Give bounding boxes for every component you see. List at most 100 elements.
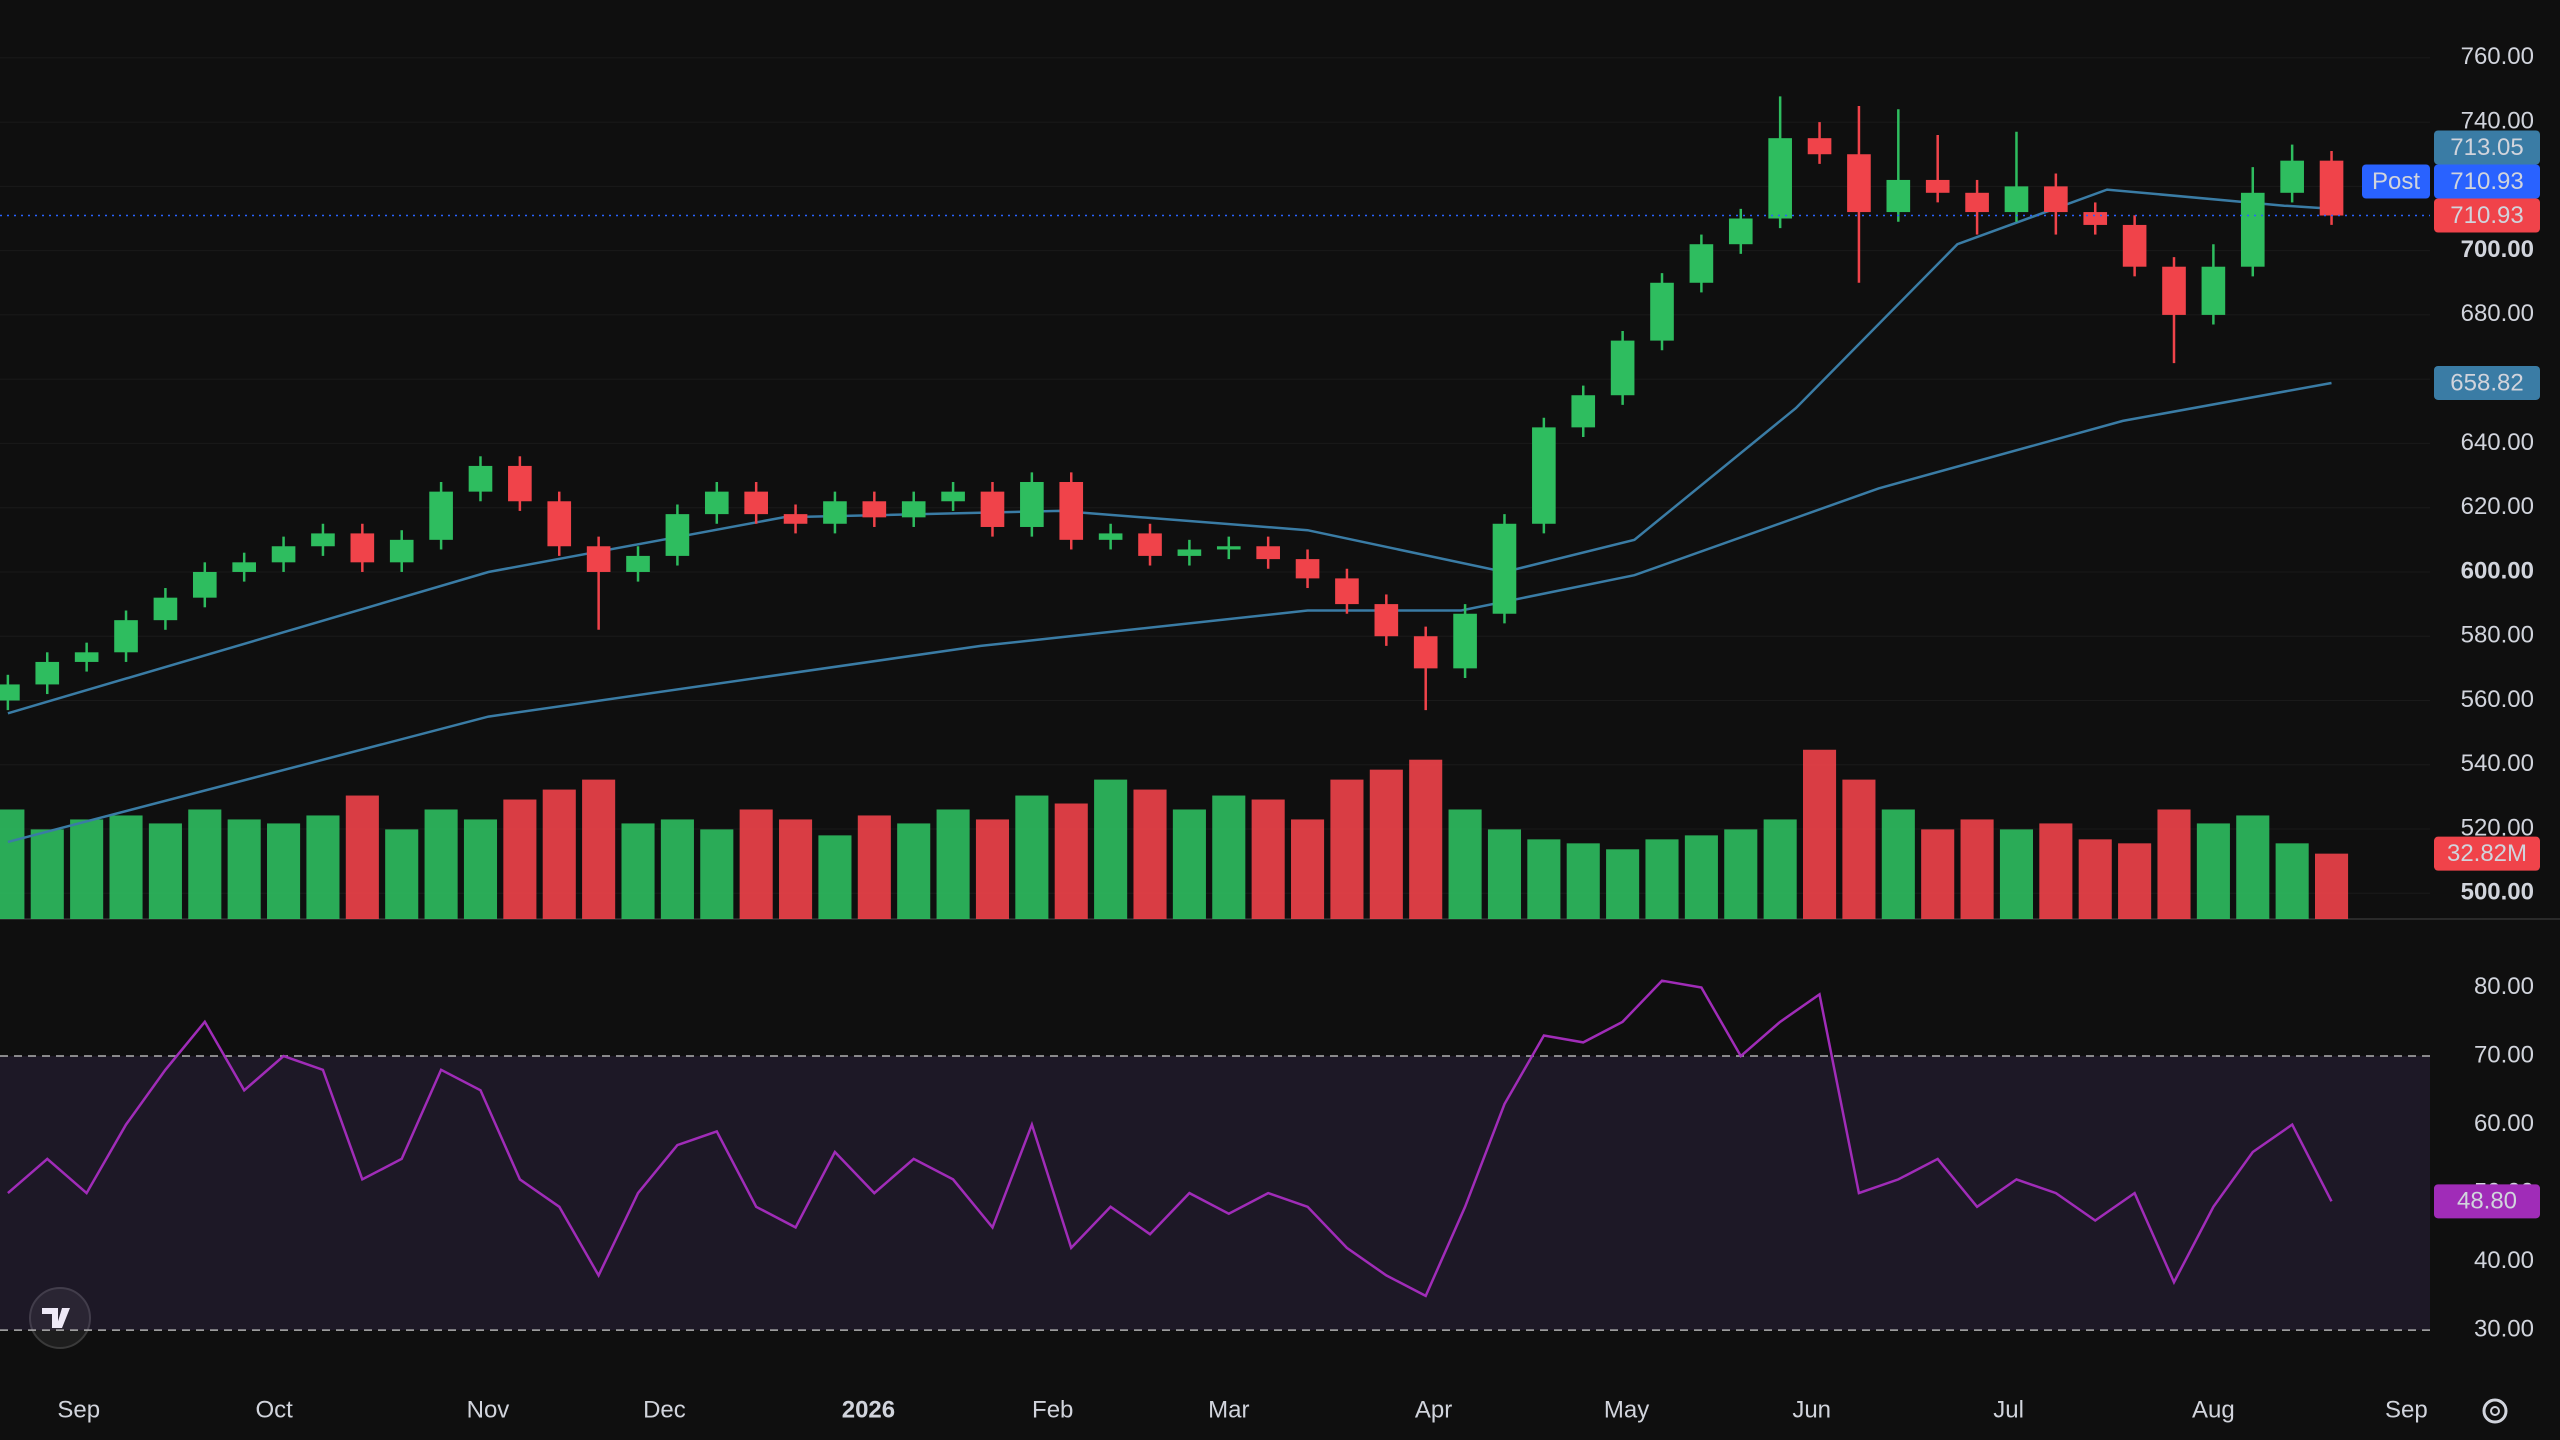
- last-price-label-box: [2434, 198, 2540, 233]
- candle-body: [2201, 266, 2226, 315]
- candle-body: [901, 501, 926, 518]
- volume-bar: [1409, 759, 1443, 919]
- volume-bar: [70, 819, 104, 919]
- candle-body: [508, 465, 532, 502]
- candle-body: [1886, 179, 1911, 213]
- x-tick-label: Nov: [467, 1396, 510, 1423]
- candle-body: [1374, 604, 1399, 637]
- candle-body: [1847, 154, 1871, 213]
- candle-body: [1059, 481, 1084, 540]
- volume-bar: [1566, 843, 1600, 919]
- volume-bar: [739, 809, 773, 919]
- y-tick-label: 700.00: [2461, 236, 2534, 263]
- rsi-tick-label: 80.00: [2474, 973, 2534, 1000]
- y-tick-label: 760.00: [2461, 43, 2534, 70]
- candle-body: [704, 491, 729, 515]
- candle-body: [1138, 533, 1162, 556]
- volume-bar: [1842, 779, 1876, 919]
- candle-body: [1177, 549, 1202, 556]
- volume-bar: [345, 795, 379, 919]
- volume-bar: [1606, 849, 1640, 919]
- volume-bar: [2078, 839, 2112, 919]
- volume-label-box: [2434, 836, 2540, 871]
- volume-bar: [1960, 819, 1994, 919]
- volume-bar: [1487, 829, 1522, 919]
- candle-body: [862, 501, 887, 518]
- candle-body: [468, 465, 493, 492]
- candle-body: [2044, 186, 2068, 213]
- candle-body: [980, 491, 1005, 527]
- candle-body: [783, 514, 808, 524]
- volume-bar: [621, 823, 655, 919]
- candle-body: [2162, 266, 2186, 315]
- volume-bar: [2275, 843, 2309, 919]
- volume-bar: [148, 823, 182, 919]
- volume-bar: [818, 835, 852, 919]
- settings-icon[interactable]: [2482, 1398, 2508, 1424]
- volume-bar: [424, 809, 458, 919]
- volume-bar: [306, 815, 340, 919]
- candle-body: [311, 533, 335, 547]
- candle-body: [823, 501, 847, 524]
- candle-body: [1492, 523, 1517, 614]
- volume-bar: [1684, 835, 1718, 919]
- candle-body: [74, 652, 99, 662]
- candle-body: [192, 571, 217, 598]
- volume-bar: [700, 829, 734, 919]
- volume-bar: [2157, 809, 2191, 919]
- candle-body: [1650, 282, 1674, 341]
- candle-body: [350, 533, 375, 563]
- candle-body: [1807, 138, 1832, 155]
- volume-bar: [1645, 839, 1679, 919]
- y-tick-label: 620.00: [2461, 493, 2534, 520]
- volume-bar: [1054, 803, 1088, 919]
- candle-body: [1571, 395, 1596, 428]
- x-tick-label: Aug: [2192, 1396, 2235, 1423]
- candle-body: [1925, 179, 1950, 193]
- x-tick-label: Dec: [643, 1396, 686, 1423]
- candle-body: [232, 562, 256, 572]
- volume-bar: [975, 819, 1010, 919]
- x-tick-label: Feb: [1032, 1396, 1073, 1423]
- tv-logo[interactable]: [29, 1287, 91, 1349]
- x-tick-label: May: [1604, 1396, 1649, 1423]
- volume-bar: [1330, 779, 1364, 919]
- candle-body: [2004, 186, 2029, 213]
- volume-bar: [1094, 779, 1128, 919]
- candle-body: [1532, 427, 1556, 524]
- post-tag: Post: [2372, 168, 2420, 195]
- x-tick-label: Jun: [1792, 1396, 1831, 1423]
- volume-bar: [857, 815, 891, 919]
- x-tick-label: Apr: [1415, 1396, 1452, 1423]
- x-tick-label: Sep: [2385, 1396, 2428, 1423]
- ma-label: 713.05: [2450, 134, 2523, 161]
- volume-bar: [582, 779, 616, 919]
- volume-bar: [1251, 799, 1285, 919]
- candle-body: [1335, 578, 1359, 605]
- volume-bar: [542, 789, 576, 919]
- rsi-tick-label: 30.00: [2474, 1316, 2534, 1343]
- volume-bar: [385, 829, 419, 919]
- candle-body: [1610, 340, 1635, 396]
- volume-bar: [188, 809, 222, 919]
- y-tick-label: 600.00: [2461, 557, 2534, 584]
- volume-bar: [1291, 819, 1325, 919]
- volume-bar: [1212, 795, 1246, 919]
- candle-body: [1020, 481, 1044, 527]
- candle-body: [1413, 636, 1438, 669]
- volume-bar: [1881, 809, 1915, 919]
- volume-bar: [109, 815, 143, 919]
- rsi-label: 48.80: [2457, 1188, 2517, 1215]
- volume-bar: [463, 819, 498, 919]
- rsi-tick-label: 70.00: [2474, 1041, 2534, 1068]
- candle-body: [2280, 160, 2304, 193]
- volume-bar: [1015, 795, 1049, 919]
- candle-body: [35, 661, 60, 685]
- y-tick-label: 540.00: [2461, 750, 2534, 777]
- volume-bar: [1999, 829, 2034, 919]
- candle-body: [2122, 224, 2147, 267]
- volume-bar: [227, 819, 261, 919]
- volume-bar: [1763, 819, 1797, 919]
- volume-bar: [779, 819, 813, 919]
